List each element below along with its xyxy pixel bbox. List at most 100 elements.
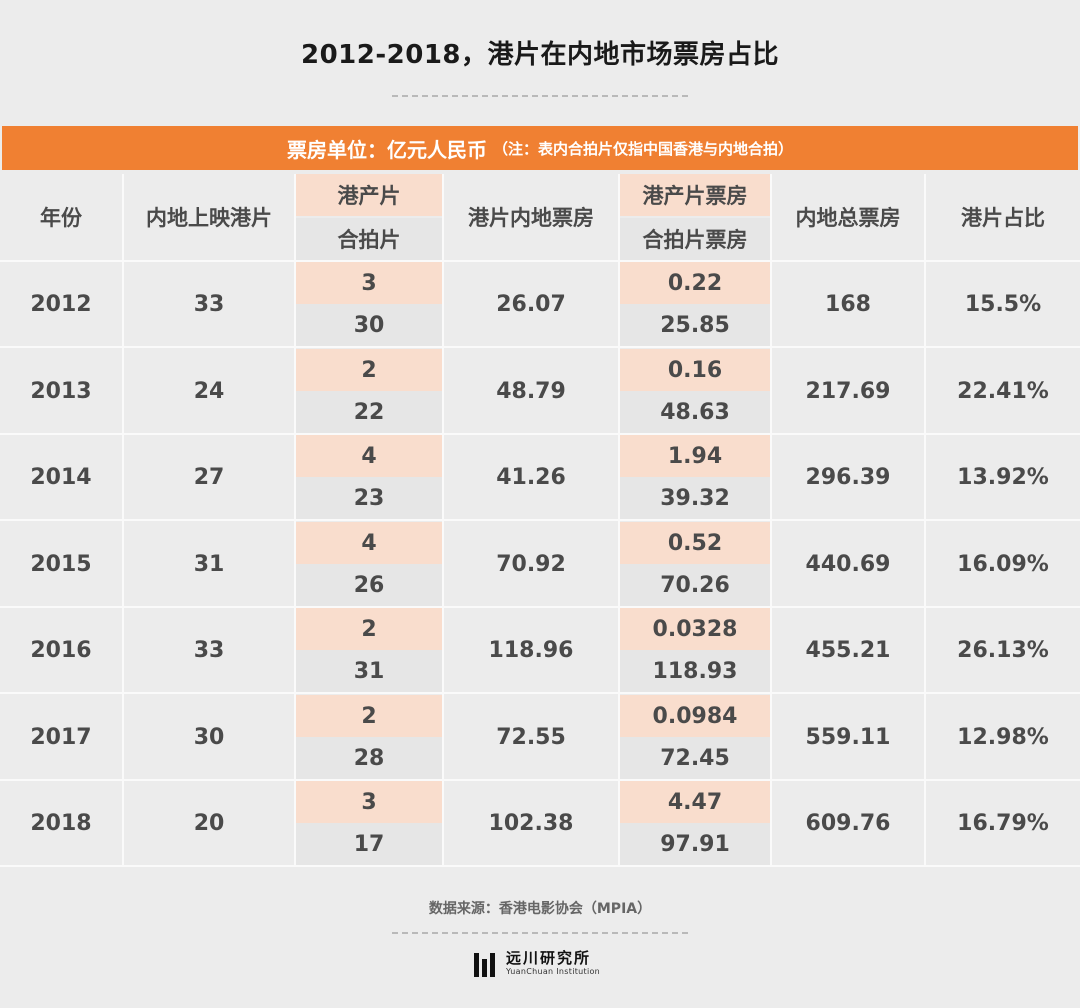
hk-made-count-cell: 2 [361, 616, 377, 642]
header-hk-share: 港片占比 [961, 206, 1045, 230]
hk-share-cell: 26.13% [957, 637, 1049, 663]
hk-box-office-cell: 41.26 [496, 464, 566, 490]
row-divider [0, 606, 1080, 608]
hk-made-box-band [620, 262, 770, 304]
hk-made-band [296, 781, 442, 823]
mainland-total-cell: 168 [825, 291, 871, 317]
co-prod-box-office-cell: 48.63 [660, 399, 730, 425]
co-prod-box-band [620, 650, 770, 692]
column-divider [924, 174, 926, 866]
hk-films-count-cell: 31 [193, 551, 225, 577]
co-prod-box-band [620, 564, 770, 606]
hk-box-office-cell: 48.79 [496, 378, 566, 404]
hk-films-count-cell: 20 [193, 810, 225, 836]
co-prod-box-band [620, 737, 770, 779]
hk-made-band [296, 522, 442, 564]
co-prod-count-cell: 22 [353, 399, 385, 425]
hk-films-count-cell: 24 [193, 378, 225, 404]
hk-made-count-cell: 3 [361, 270, 377, 296]
row-divider [0, 519, 1080, 521]
data-source: 数据来源：香港电影协会（MPIA） [428, 901, 652, 917]
header-hk-films-released: 内地上映港片 [146, 206, 272, 230]
co-prod-count-cell: 28 [353, 745, 385, 771]
hk-made-box-band [620, 522, 770, 564]
hk-made-band [296, 435, 442, 477]
mainland-total-cell: 559.11 [805, 724, 891, 750]
co-prod-band [296, 564, 442, 606]
hk-made-box-office-cell: 1.94 [667, 443, 723, 469]
mainland-total-cell: 440.69 [805, 551, 891, 577]
co-prod-band [296, 823, 442, 865]
header-co-production: 合拍片 [337, 228, 401, 252]
hk-made-count-cell: 3 [361, 789, 377, 815]
header-hk-made-box-office: 港产片票房 [642, 184, 748, 208]
brand-mark-icon [474, 951, 498, 977]
co-prod-box-office-cell: 70.26 [660, 572, 730, 598]
co-prod-band [296, 650, 442, 692]
year-cell: 2016 [30, 637, 92, 663]
hk-share-cell: 12.98% [957, 724, 1049, 750]
year-cell: 2015 [30, 551, 92, 577]
brand-name: 远川研究所 [506, 949, 592, 967]
header-mainland-total-box-office: 内地总票房 [795, 206, 901, 230]
unit-label: 票房单位：亿元人民币 [286, 137, 487, 162]
row-divider [0, 346, 1080, 348]
co-prod-box-office-cell: 39.32 [660, 485, 730, 511]
mainland-total-cell: 217.69 [805, 378, 891, 404]
unit-note: （注：表内合拍片仅指中国香港与内地合拍） [492, 139, 793, 158]
hk-share-cell: 13.92% [957, 464, 1049, 490]
co-prod-box-band [620, 477, 770, 519]
mainland-total-cell: 609.76 [805, 810, 891, 836]
brand-subtitle: YuanChuan Institution [506, 967, 601, 976]
co-prod-box-band [620, 391, 770, 433]
co-prod-box-office-cell: 118.93 [652, 658, 738, 684]
co-prod-box-band [620, 304, 770, 346]
hk-share-cell: 16.09% [957, 551, 1049, 577]
hk-made-count-cell: 2 [361, 703, 377, 729]
co-prod-count-cell: 23 [353, 485, 385, 511]
co-prod-count-cell: 26 [353, 572, 385, 598]
title-divider [392, 95, 688, 97]
year-cell: 2014 [30, 464, 92, 490]
hk-made-box-office-cell: 0.0984 [652, 703, 738, 729]
co-prod-box-band [620, 823, 770, 865]
column-divider [294, 174, 296, 866]
hk-share-cell: 15.5% [964, 291, 1042, 317]
hk-made-box-band [620, 349, 770, 391]
co-prod-count-cell: 17 [353, 831, 385, 857]
brand-logo: 远川研究所 YuanChuan Institution [474, 950, 600, 977]
row-divider [0, 433, 1080, 435]
unit-banner: 票房单位：亿元人民币 （注：表内合拍片仅指中国香港与内地合拍） [2, 126, 1078, 170]
column-divider [442, 174, 444, 866]
hk-made-box-band [620, 608, 770, 650]
column-divider [122, 174, 124, 866]
row-divider [0, 779, 1080, 781]
hk-made-box-office-cell: 0.52 [667, 530, 723, 556]
hk-films-count-cell: 30 [193, 724, 225, 750]
header-hk-made-band [296, 174, 442, 216]
hk-box-office-cell: 118.96 [488, 637, 574, 663]
co-prod-band [296, 391, 442, 433]
hk-made-box-band [620, 435, 770, 477]
co-prod-count-cell: 31 [353, 658, 385, 684]
row-divider [0, 865, 1080, 867]
hk-made-count-cell: 4 [361, 443, 377, 469]
hk-made-band [296, 695, 442, 737]
year-cell: 2012 [30, 291, 92, 317]
hk-made-band [296, 349, 442, 391]
year-cell: 2018 [30, 810, 92, 836]
hk-made-band [296, 262, 442, 304]
hk-made-box-office-cell: 4.47 [667, 789, 723, 815]
mainland-total-cell: 455.21 [805, 637, 891, 663]
row-divider [0, 692, 1080, 694]
hk-box-office-cell: 26.07 [496, 291, 566, 317]
hk-made-count-cell: 4 [361, 530, 377, 556]
header-co-prod-box-band [620, 218, 770, 260]
hk-made-box-office-cell: 0.0328 [652, 616, 738, 642]
hk-made-band [296, 608, 442, 650]
header-hk-film-box-office: 港片内地票房 [468, 206, 594, 230]
header-year: 年份 [40, 206, 82, 230]
year-cell: 2017 [30, 724, 92, 750]
hk-films-count-cell: 27 [193, 464, 225, 490]
co-prod-band [296, 477, 442, 519]
